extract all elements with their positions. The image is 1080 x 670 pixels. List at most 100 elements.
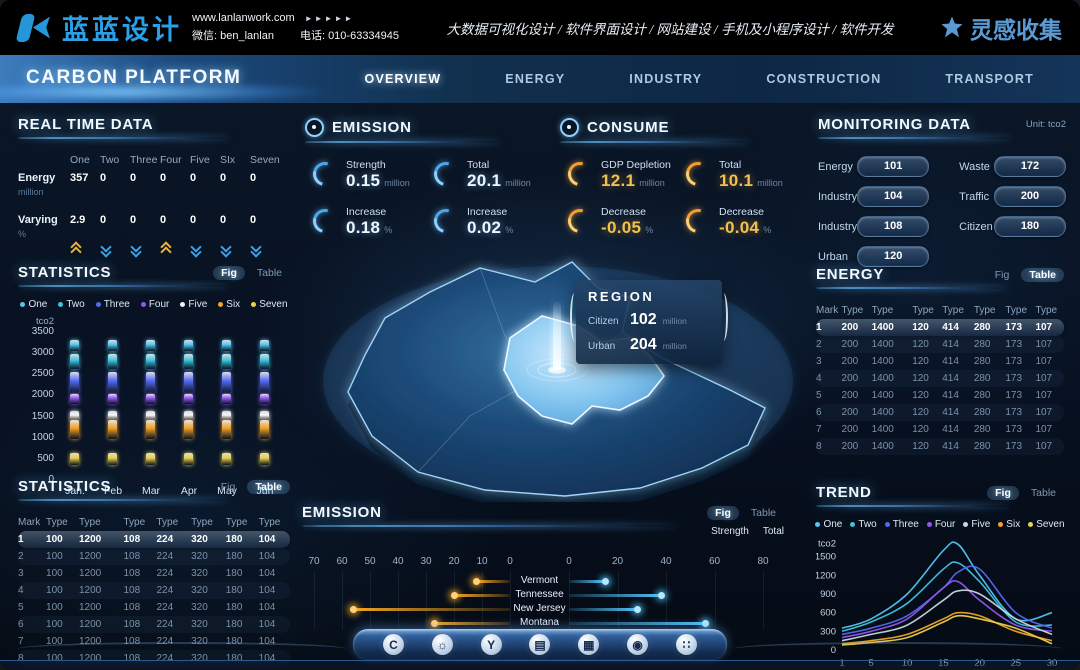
strength-dot [473,578,481,585]
bar-segment-seven [222,452,231,465]
fig-toggle[interactable]: Fig [994,268,1010,281]
bar-segment-three [70,371,79,393]
header-swoosh [305,139,555,146]
lanlan-brand: 蓝蓝设计 www.lanlanwork.com ►►►►► 微信: ben_lan… [18,8,399,47]
arc-gauge-icon [308,157,342,191]
bar-segment-two [70,354,79,370]
legend-dot-icon [20,302,26,307]
fig-toggle[interactable]: Fig [213,265,245,280]
table-row[interactable]: 1 200 1400 120 414 280 173 107 [816,319,1064,336]
legend-item-one[interactable]: One [20,299,47,310]
category-label: New Jersey [513,603,566,614]
gear-icon[interactable]: ☼ [431,634,453,655]
legend-item-five[interactable]: Five [180,299,207,310]
phone-text: 电话: 010-63334945 [299,29,400,42]
bar-segment-four [146,393,155,405]
nut-icon[interactable]: ◉ [627,634,649,655]
table-row[interactable]: 7 200 1400 120 414 280 173 107 [816,424,1053,435]
legend-item-strength[interactable]: Strength [711,526,749,537]
statistics-bar-chart: tco2 3500 3000 2500 2000 1500 1000 500 0 Jan. Feb M… [32,316,284,497]
strength-dot [451,592,458,599]
carbon-icon[interactable]: C [383,634,404,655]
legend-item-four[interactable]: Four [926,519,955,530]
region-urban-row: Urban 204 million [588,336,687,353]
legend-item-six[interactable]: Six [998,519,1020,530]
table-row[interactable]: 3 200 1400 120 414 280 173 107 [816,356,1053,367]
monitoring-item: Waste 172 [959,156,1066,177]
legend-item-two[interactable]: Two [850,519,877,530]
statistics-legend: One Two Three Four Five Six Seven [18,299,290,310]
legend-item-seven[interactable]: Seven [1028,519,1065,530]
fig-toggle[interactable]: Fig [220,480,236,493]
lanlan-logo-icon [18,11,52,45]
table-row[interactable]: 5 200 1400 120 414 280 173 107 [816,390,1053,401]
trend-line-four [841,580,1053,639]
table-row[interactable]: 4 100 1200 108 224 320 180 104 [18,582,290,599]
bar-segment-six [146,419,155,440]
nav-tab-construction[interactable]: CONSTRUCTION [766,72,882,86]
apps-icon[interactable]: ∷ [675,634,697,655]
bar-segment-one [108,339,117,352]
bar-segment-six [108,419,117,440]
nav-tab-overview[interactable]: OVERVIEW [364,72,442,86]
emission-chart-legend: Strength Total [711,526,784,537]
emission-title: EMISSION [332,119,412,136]
statistics-fig-title: STATISTICS [18,264,112,281]
bar-segment-four [184,393,193,405]
legend-item-six[interactable]: Six [218,299,240,310]
rt-value: 0 [160,214,167,226]
legend-item-seven[interactable]: Seven [251,299,288,310]
region-3d-map[interactable]: REGION Citizen 102 million Urban 204 mil… [310,226,800,509]
table-toggle[interactable]: Table [256,266,282,279]
value-pill: 104 [857,186,930,207]
stat-increase: Increase 0.18% [308,204,434,238]
bar-segment-six [70,419,79,440]
nav-tab-energy[interactable]: ENERGY [505,72,566,86]
map-canvas[interactable] [310,226,800,509]
y-badge-icon[interactable]: Y [480,634,502,655]
y-axis-tick: 3500 [31,326,54,337]
strength-bar [434,622,510,625]
consume-title: CONSUME [587,119,670,136]
right-axis-tick: 40 [660,556,672,567]
nav-tab-industry[interactable]: INDUSTRY [629,72,703,86]
table-row[interactable]: 4 200 1400 120 414 280 173 107 [816,370,1064,387]
legend-item-total[interactable]: Total [762,526,784,537]
table-toggle[interactable]: Table [1030,486,1056,499]
charging-station-icon[interactable]: ▤ [529,634,551,655]
nav-tab-transport[interactable]: TRANSPORT [945,72,1034,86]
legend-item-four[interactable]: Four [140,299,169,310]
legend-item-five[interactable]: Five [963,519,990,530]
table-toggle[interactable]: Table [750,506,776,519]
fig-toggle[interactable]: Fig [707,505,739,520]
bar-segment-two [222,354,231,370]
table-row[interactable]: 2 200 1400 120 414 280 173 107 [816,336,1064,353]
monitoring-item: Citizen 180 [959,216,1066,237]
table-row[interactable]: 6 200 1400 120 414 280 173 107 [816,404,1064,421]
legend-item-two[interactable]: Two [58,299,85,310]
table-row[interactable]: 2 100 1200 108 224 320 180 104 [18,548,290,565]
table-row[interactable]: 5 100 1200 108 224 320 180 104 [18,602,276,613]
monitor-chart-icon[interactable]: ▦ [578,634,600,655]
total-bar [569,580,606,583]
table-row[interactable]: 8 200 1400 120 414 280 173 107 [816,438,1064,455]
fig-table-toggle: Fig Table [213,479,290,494]
table-toggle[interactable]: Table [247,479,290,494]
left-axis-tick: 50 [364,556,376,567]
table-row[interactable]: 3 100 1200 108 224 320 180 104 [18,568,276,579]
website-link[interactable]: www.lanlanwork.com [192,11,295,24]
emission-chart-title: EMISSION [302,504,382,521]
table-row[interactable]: 6 100 1200 108 224 320 180 104 [18,616,290,633]
fig-toggle[interactable]: Fig [987,485,1019,500]
table-toggle[interactable]: Table [1021,267,1064,282]
bar-segment-five [108,410,117,421]
rt-corner [18,154,70,172]
inspiration-collect-logo: 灵感收集 [941,11,1062,45]
table-row[interactable]: 1 100 1200 108 224 320 180 104 [18,531,290,548]
legend-item-three[interactable]: Three [95,299,130,310]
fig-table-toggle: Fig Table [213,265,290,280]
legend-item-one[interactable]: One [815,519,842,530]
strength-bar [454,594,510,597]
legend-item-three[interactable]: Three [884,519,919,530]
